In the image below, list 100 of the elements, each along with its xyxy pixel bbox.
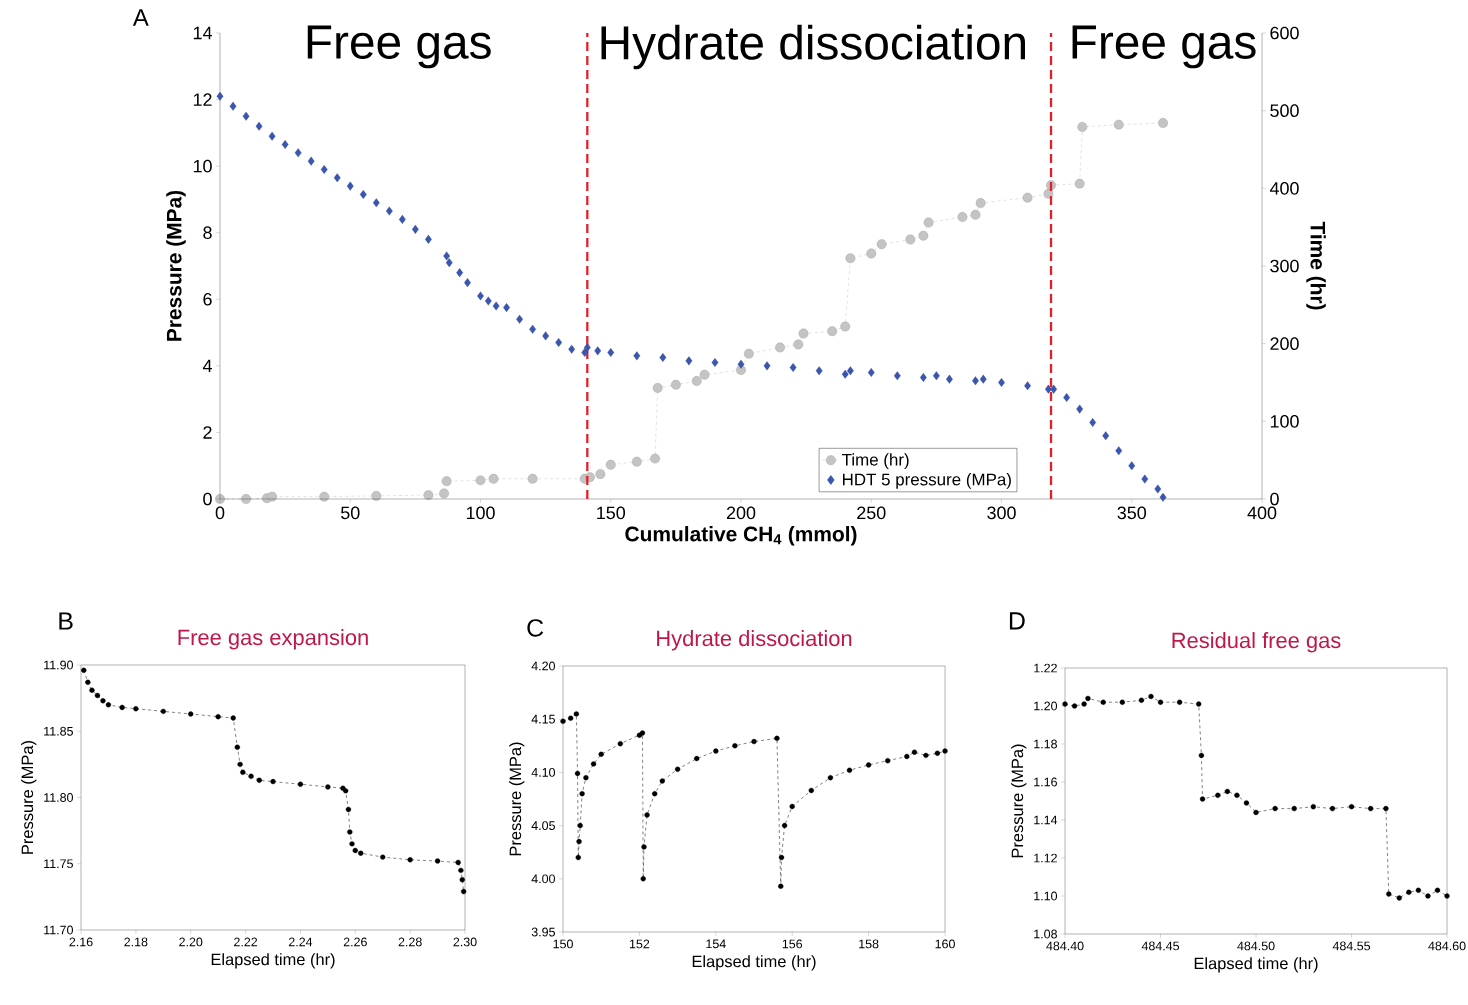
point: [248, 773, 254, 779]
point: [1081, 701, 1087, 707]
point: [1157, 699, 1164, 705]
x-tick-label: 2.22: [234, 937, 258, 947]
point: [105, 702, 112, 708]
x-tick-label: 484.55: [1332, 941, 1371, 951]
x-tick-label: 200: [726, 506, 756, 520]
point: [371, 491, 382, 501]
x-axis-title: Cumulative CH$_{4}$ (mmol): [625, 526, 857, 546]
point: [352, 847, 358, 854]
point: [1196, 701, 1202, 707]
point: [133, 706, 139, 712]
point: [778, 854, 785, 861]
annotation: Free gas: [1072, 25, 1256, 69]
point: [827, 775, 834, 781]
y-axis-title: Pressure (MPa): [21, 741, 37, 854]
point: [652, 791, 658, 797]
point: [885, 758, 891, 764]
point: [119, 704, 125, 711]
point: [458, 867, 464, 874]
x-tick-label: 50: [341, 506, 360, 520]
point: [743, 348, 754, 359]
x-tick-label: 152: [629, 939, 650, 949]
y2-tick-label: 300: [1270, 259, 1299, 273]
point: [732, 743, 738, 749]
point: [1176, 699, 1183, 705]
point: [256, 777, 262, 783]
point: [1062, 701, 1068, 707]
point: [1396, 895, 1402, 901]
point: [1310, 804, 1316, 810]
y2-tick-label: 0: [1270, 492, 1279, 506]
x-tick-label: 100: [466, 506, 495, 520]
point: [1329, 805, 1336, 812]
y-tick-label: 1.22: [1034, 663, 1057, 673]
x-axis-title: Elapsed time (hr): [211, 953, 335, 969]
point: [1234, 792, 1240, 798]
point: [574, 770, 581, 777]
y2-axis-title: Time (hr): [1306, 221, 1326, 310]
point: [100, 698, 106, 704]
point: [423, 490, 434, 500]
y2-tick-label: 200: [1270, 337, 1299, 350]
point: [904, 753, 910, 760]
point: [1243, 800, 1250, 806]
point: [1224, 788, 1231, 795]
y-tick-label: 1.12: [1034, 853, 1057, 863]
point: [798, 328, 809, 339]
point: [527, 473, 538, 484]
point: [942, 748, 948, 754]
chart-title: Hydrate dissociation: [657, 630, 852, 651]
x-tick-label: 2.16: [69, 937, 93, 947]
y-tick-label: 4.15: [531, 714, 555, 724]
point: [1071, 703, 1078, 709]
x-tick-label: 2.26: [343, 937, 367, 947]
legend-label: HDT 5 pressure (MPa): [843, 473, 1011, 489]
chart-title: Free gas expansion: [178, 629, 368, 650]
point: [407, 857, 413, 863]
point: [1077, 122, 1088, 132]
point: [694, 755, 700, 762]
point: [713, 748, 719, 754]
point: [380, 854, 386, 860]
y-tick-label: 4.20: [531, 661, 555, 671]
point: [1215, 792, 1221, 798]
x-tick-label: 400: [1247, 506, 1277, 520]
annotation: Hydrate dissociation: [601, 24, 1026, 70]
point: [905, 234, 916, 245]
point: [577, 822, 583, 829]
point: [775, 342, 785, 353]
x-tick-label: 350: [1117, 506, 1147, 520]
point: [160, 708, 166, 715]
x-tick-label: 2.20: [179, 937, 203, 947]
y2-tick-label: 600: [1270, 26, 1299, 40]
point: [1386, 891, 1392, 897]
point: [325, 784, 331, 790]
point: [347, 829, 353, 835]
point: [866, 248, 877, 259]
point: [617, 741, 623, 747]
point: [459, 877, 465, 883]
y-tick-label: 1.10: [1034, 891, 1058, 901]
x-tick-label: 250: [857, 506, 886, 520]
y-axis-title: Pressure (MPa): [166, 190, 186, 341]
y-axis-title: Pressure (MPa): [509, 742, 525, 856]
point: [1148, 693, 1154, 700]
y-tick-label: 1.20: [1034, 701, 1058, 711]
y-tick-label: 11.70: [44, 925, 73, 935]
point: [230, 715, 236, 721]
x-tick-label: 300: [987, 506, 1016, 520]
point: [1415, 887, 1422, 893]
point: [237, 761, 243, 768]
point: [241, 494, 251, 504]
point: [934, 750, 941, 756]
y-tick-label: 10: [193, 159, 212, 173]
x-tick-label: 158: [859, 939, 879, 949]
x-tick-label: 484.50: [1237, 941, 1275, 951]
point: [774, 735, 780, 741]
y-tick-label: 1.08: [1034, 929, 1057, 939]
point: [1434, 887, 1441, 893]
point: [865, 762, 872, 768]
point: [1348, 804, 1355, 810]
point: [650, 453, 660, 464]
x-tick-label: 2.30: [453, 937, 477, 947]
